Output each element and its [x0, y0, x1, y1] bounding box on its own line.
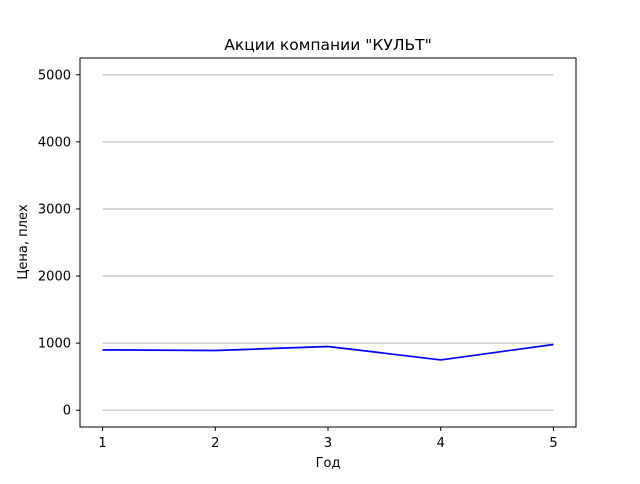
x-axis-label: Год — [316, 456, 341, 471]
y-tick-label: 1000 — [38, 337, 71, 352]
y-axis-ticks: 0 1000 2000 3000 4000 5000 — [38, 68, 80, 419]
plot-frame — [79, 57, 577, 428]
y-tick-label: 5000 — [38, 68, 71, 83]
y-tick-label: 0 — [63, 404, 71, 419]
x-tick-label: 5 — [549, 436, 557, 451]
gridlines — [102, 74, 554, 411]
x-tick-label: 3 — [324, 436, 332, 451]
series-line — [102, 343, 554, 361]
chart-title: Акции компании "КУЛЬТ" — [224, 36, 431, 54]
x-tick-label: 2 — [211, 436, 219, 451]
y-tick-label: 4000 — [38, 135, 71, 150]
series-layer — [102, 343, 554, 361]
x-axis-ticks: 1 2 3 4 5 — [98, 427, 558, 451]
y-tick-label: 2000 — [38, 270, 71, 285]
y-tick-label: 3000 — [38, 202, 71, 217]
x-tick-label: 4 — [437, 436, 445, 451]
x-tick-label: 1 — [98, 436, 106, 451]
y-axis-label: Цена, плех — [16, 204, 31, 280]
